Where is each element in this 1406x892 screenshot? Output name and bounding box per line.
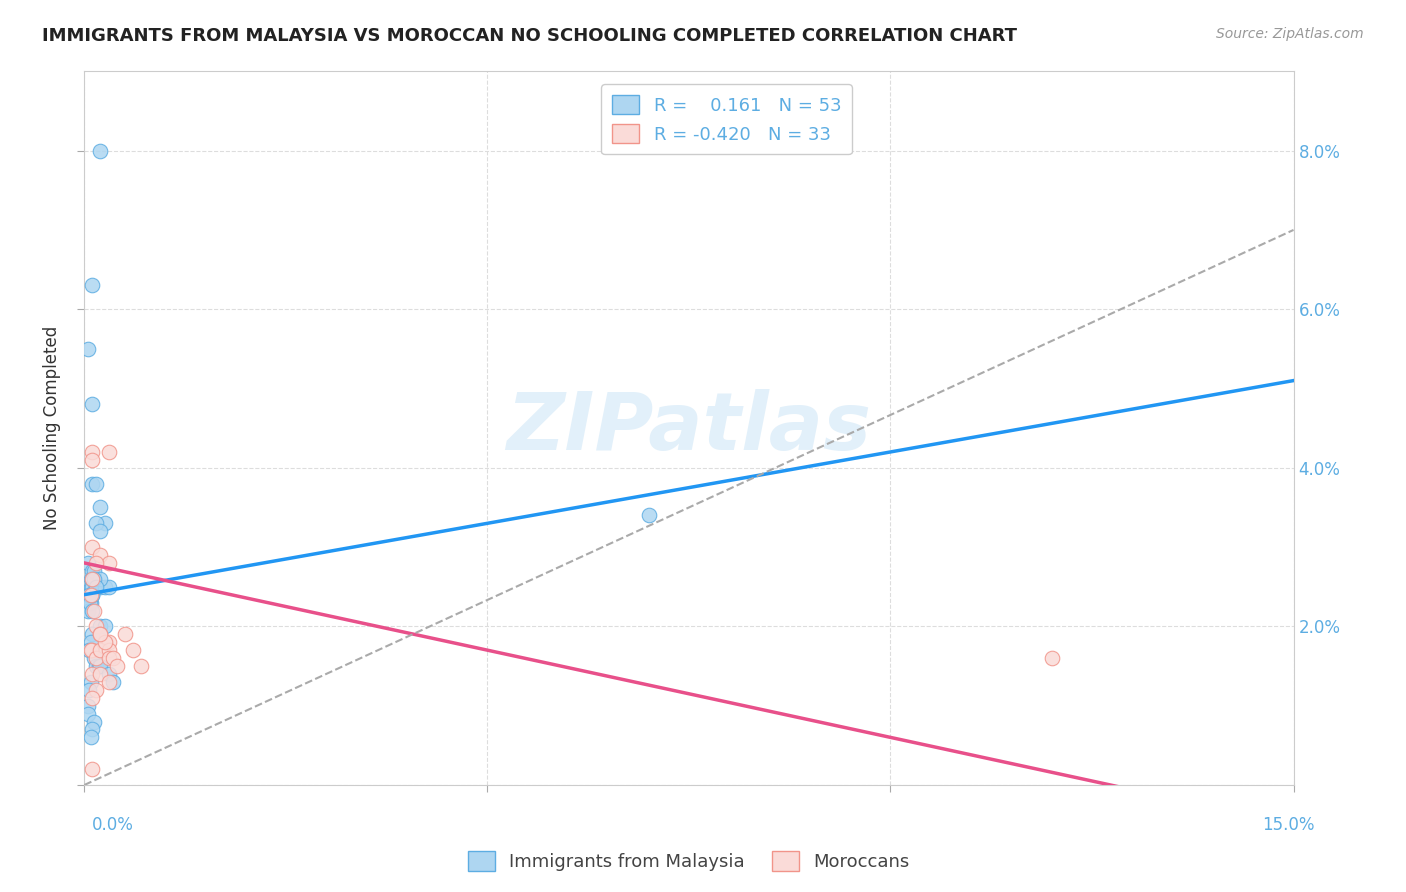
Point [86,619,108,633]
Text: 0.0%: 0.0% [91,816,134,834]
Point [77,643,100,657]
Point [80,674,103,689]
Point [121,643,143,657]
Point [93,580,115,594]
Point [86,651,108,665]
Point [83,651,105,665]
Point [82,603,104,617]
Point [86,516,108,531]
Point [86,556,108,570]
Point [83,580,105,594]
Point [82,690,104,705]
Point [89,659,111,673]
Point [83,572,105,586]
Point [89,627,111,641]
Text: Source: ZipAtlas.com: Source: ZipAtlas.com [1216,27,1364,41]
Text: IMMIGRANTS FROM MALAYSIA VS MOROCCAN NO SCHOOLING COMPLETED CORRELATION CHART: IMMIGRANTS FROM MALAYSIA VS MOROCCAN NO … [42,27,1017,45]
Point [97,635,120,649]
Legend: Immigrants from Malaysia, Moroccans: Immigrants from Malaysia, Moroccans [461,844,917,879]
Point [80,596,103,610]
Y-axis label: No Schooling Completed: No Schooling Completed [44,326,62,530]
Point [86,580,108,594]
Point [89,667,111,681]
Point [86,476,108,491]
Point [87,659,110,673]
Point [80,643,103,657]
Point [89,524,111,539]
Point [1040,651,1063,665]
Point [89,572,111,586]
Point [82,572,104,586]
Point [83,714,105,729]
Point [82,540,104,554]
Point [77,682,100,697]
Point [77,706,100,721]
Point [101,674,124,689]
Point [86,659,108,673]
Text: ZIPatlas: ZIPatlas [506,389,872,467]
Point [77,342,100,356]
Point [105,659,128,673]
Point [77,588,100,602]
Point [82,397,104,411]
Point [114,627,136,641]
Point [79,596,101,610]
Point [82,564,104,578]
Point [80,580,103,594]
Point [83,564,105,578]
Point [76,698,98,713]
Point [76,603,98,617]
Point [93,516,115,531]
Point [86,682,108,697]
Point [97,674,120,689]
Point [97,580,120,594]
Point [82,445,104,459]
Point [82,627,104,641]
Point [89,500,111,515]
Text: 15.0%: 15.0% [1263,816,1315,834]
Point [82,580,104,594]
Point [80,572,103,586]
Point [97,651,120,665]
Point [97,556,120,570]
Point [89,548,111,562]
Point [82,278,104,293]
Point [82,723,104,737]
Point [82,572,104,586]
Point [93,635,115,649]
Point [89,627,111,641]
Point [80,588,103,602]
Point [80,635,103,649]
Point [80,731,103,745]
Point [79,588,101,602]
Point [101,651,124,665]
Point [89,619,111,633]
Point [89,643,111,657]
Point [93,619,115,633]
Point [89,144,111,158]
Point [97,643,120,657]
Point [80,580,103,594]
Point [97,667,120,681]
Point [82,667,104,681]
Point [83,603,105,617]
Point [97,445,120,459]
Point [637,508,659,523]
Point [77,556,100,570]
Point [86,580,108,594]
Point [82,762,104,776]
Point [89,580,111,594]
Point [129,659,152,673]
Point [82,476,104,491]
Point [80,588,103,602]
Point [82,643,104,657]
Point [82,453,104,467]
Point [82,588,104,602]
